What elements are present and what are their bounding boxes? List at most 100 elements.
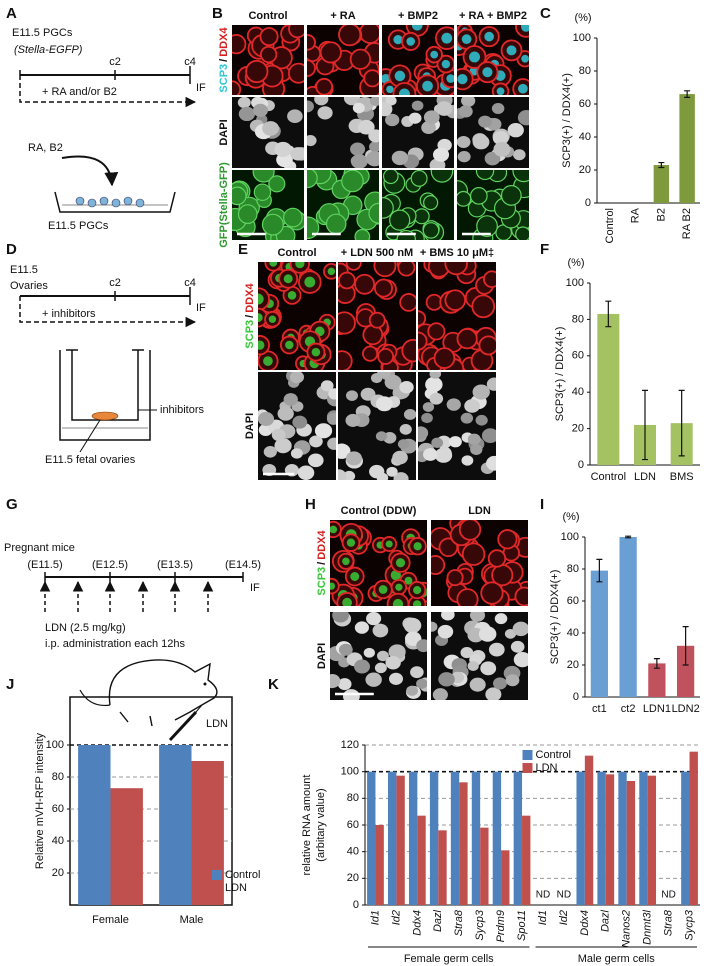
nucleus	[369, 97, 379, 107]
nucleus	[521, 54, 529, 63]
nucleus	[413, 586, 422, 595]
cell	[354, 273, 376, 295]
cell	[461, 542, 486, 566]
bar	[459, 782, 468, 905]
row-label: GFP(Stella-GFP)	[218, 162, 230, 248]
nucleus	[309, 435, 323, 448]
nucleus	[431, 621, 438, 632]
x-tick-label: Stra8	[663, 909, 675, 936]
bar	[417, 815, 426, 905]
x-tick-label: RA B2	[681, 208, 693, 239]
row-label-part: /	[244, 315, 256, 318]
nucleus	[268, 315, 277, 323]
nucleus	[464, 399, 480, 413]
nucleus	[369, 141, 379, 153]
nucleus	[469, 51, 481, 63]
group-label: Female germ cells	[404, 953, 494, 965]
y-tick-label: 80	[572, 313, 584, 325]
nucleus	[416, 678, 427, 689]
bar	[375, 825, 384, 905]
nucleus	[263, 446, 277, 458]
bar	[679, 94, 695, 203]
micrograph	[338, 262, 416, 370]
micrograph	[232, 25, 304, 95]
micrograph	[232, 170, 304, 240]
nucleus	[346, 538, 356, 547]
nucleus	[238, 106, 256, 122]
nucleus	[287, 291, 297, 300]
row-label: SCP3 / DDX4	[218, 27, 230, 93]
nucleus	[295, 262, 305, 269]
cell	[512, 170, 529, 183]
nucleus	[283, 393, 298, 406]
y-tick-label: 80	[579, 65, 591, 77]
nucleus	[385, 113, 400, 127]
nucleus	[421, 121, 436, 135]
nucleus	[345, 413, 361, 427]
nucleus	[486, 455, 496, 471]
nucleus	[472, 384, 490, 400]
nucleus	[421, 412, 433, 424]
value-label: ND	[536, 890, 550, 901]
nucleus	[461, 34, 472, 45]
cell	[354, 228, 371, 240]
nucleus	[482, 67, 493, 78]
schematic-line	[59, 350, 151, 441]
nucleus	[369, 464, 385, 479]
cell	[515, 226, 529, 240]
nucleus	[507, 123, 524, 138]
bar	[78, 745, 111, 905]
column-header: + LDN 500 nM	[341, 247, 413, 259]
row-label: DAPI	[316, 643, 328, 669]
y-tick-label: 40	[579, 131, 591, 143]
cell	[427, 322, 446, 341]
drug-label: LDN	[206, 718, 228, 730]
nucleus	[314, 423, 333, 439]
row-label-part: DAPI	[316, 643, 328, 669]
nucleus	[395, 558, 406, 568]
cell	[253, 183, 272, 201]
nucleus	[484, 151, 501, 166]
cell	[259, 27, 279, 47]
legend-swatch	[212, 883, 222, 893]
x-tick-label: Prdm9	[495, 910, 507, 942]
cell	[389, 209, 411, 231]
nucleus	[374, 662, 387, 674]
factor-label: RA, B2	[28, 142, 63, 154]
nucleus	[350, 572, 360, 581]
nucleus	[435, 101, 453, 116]
cell	[338, 25, 362, 47]
cell	[287, 62, 304, 84]
bar	[590, 570, 608, 697]
micrograph	[258, 262, 336, 370]
bar	[522, 815, 531, 905]
nucleus	[391, 150, 409, 166]
bar	[605, 774, 615, 905]
stage-label: (E13.5)	[157, 559, 193, 571]
nucleus	[307, 100, 314, 113]
nucleus	[269, 262, 278, 267]
row-label-part: SCP3	[244, 320, 256, 349]
cell	[368, 202, 379, 224]
nucleus	[258, 411, 275, 427]
readout-label: IF	[196, 302, 206, 314]
readout-label: IF	[196, 82, 206, 94]
nucleus	[372, 623, 389, 638]
dose-label: LDN (2.5 mg/kg)	[45, 622, 126, 634]
value-label: ND	[557, 890, 571, 901]
nucleus	[399, 424, 412, 435]
y-tick-label: 100	[566, 277, 584, 289]
nucleus	[478, 626, 497, 642]
row-label: DAPI	[218, 119, 230, 145]
bar	[513, 771, 523, 905]
panel-letter: C	[540, 5, 551, 22]
cell	[457, 190, 472, 207]
y-tick-label: 100	[573, 32, 591, 44]
nucleus	[290, 448, 303, 459]
nucleus	[521, 25, 529, 32]
nucleus	[351, 154, 368, 168]
y-unit: (%)	[574, 12, 591, 24]
y-tick-label: 40	[347, 846, 359, 858]
cell	[514, 586, 528, 606]
bar	[597, 313, 620, 465]
